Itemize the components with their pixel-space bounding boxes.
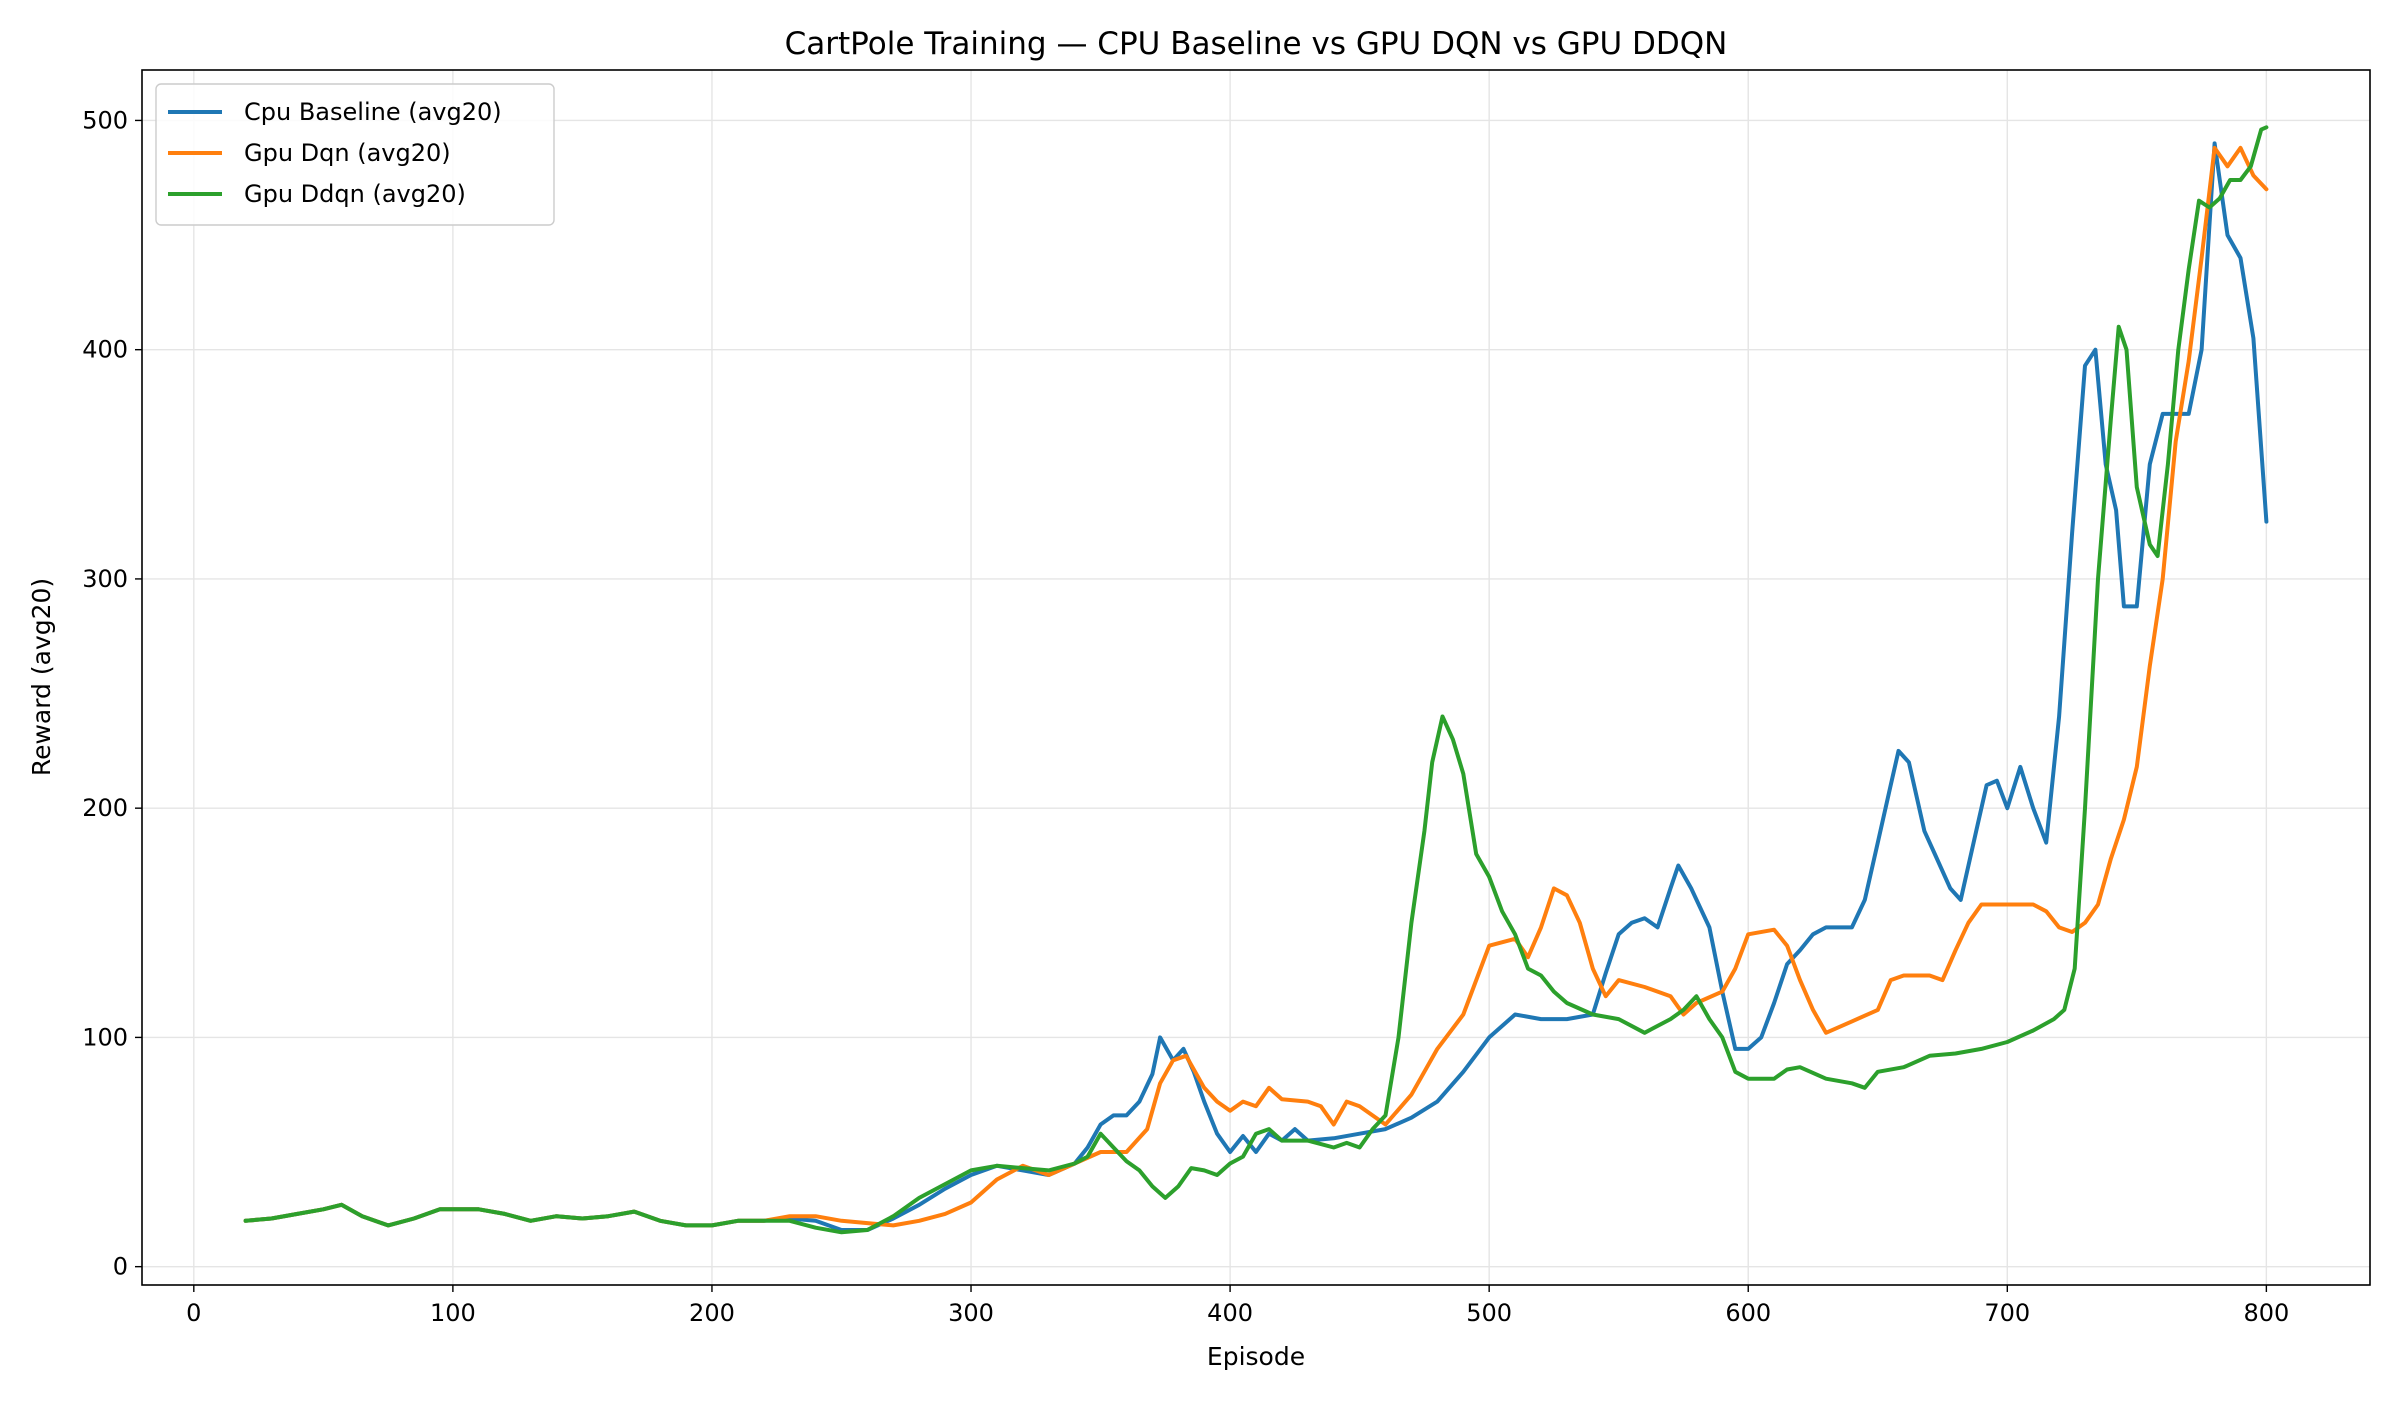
grid	[142, 70, 2370, 1285]
y-tick-label: 400	[82, 336, 128, 364]
y-axis-label: Reward (avg20)	[27, 578, 56, 776]
y-tick-label: 500	[82, 106, 128, 134]
chart-title: CartPole Training — CPU Baseline vs GPU …	[785, 26, 1728, 62]
x-tick-label: 400	[1207, 1299, 1253, 1327]
legend-label-1: Cpu Baseline (avg20)	[244, 98, 502, 126]
y-tick-label: 0	[113, 1253, 128, 1281]
x-axis-label: Episode	[1207, 1342, 1305, 1371]
x-tick-label: 500	[1466, 1299, 1512, 1327]
y-tick-label: 200	[82, 794, 128, 822]
x-tick-label: 100	[430, 1299, 476, 1327]
axis-ticks: 0 100 200 300 400 500 600 700 800 0 100 200 300 400 50…	[82, 106, 2289, 1327]
plot-frame	[141, 69, 2371, 1286]
x-tick-label: 800	[2243, 1299, 2289, 1327]
x-tick-label: 300	[948, 1299, 994, 1327]
series-lines	[243, 125, 2269, 1235]
y-tick-label: 100	[82, 1023, 128, 1051]
legend-box	[155, 83, 555, 226]
y-tick-label: 300	[82, 565, 128, 593]
series-line-3	[243, 125, 2269, 1235]
legend-label-3: Gpu Ddqn (avg20)	[244, 180, 466, 208]
legend-label-2: Gpu Dqn (avg20)	[244, 139, 451, 167]
x-tick-label: 700	[1984, 1299, 2030, 1327]
legend: Cpu Baseline (avg20) Gpu Dqn (avg20) Gpu D…	[155, 83, 555, 226]
x-tick-label: 600	[1725, 1299, 1771, 1327]
x-tick-label: 200	[689, 1299, 735, 1327]
x-tick-label: 0	[186, 1299, 201, 1327]
